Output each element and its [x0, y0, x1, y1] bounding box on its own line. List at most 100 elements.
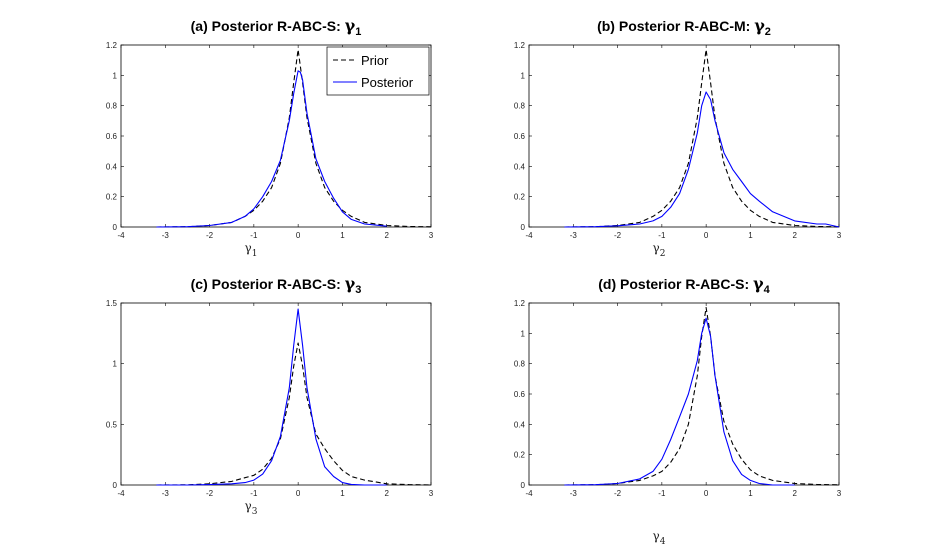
x-tick-label: 2 — [384, 231, 389, 240]
title-subscript: 2 — [765, 26, 771, 38]
subplot-title: (b) Posterior R-ABC-M: γ2 — [597, 16, 771, 38]
x-label-symbol: γ — [653, 529, 660, 543]
subplot-title: (a) Posterior R-ABC-S: γ1 — [191, 16, 362, 38]
title-subscript: 3 — [355, 284, 361, 296]
x-tick-label: -1 — [250, 489, 258, 498]
subplot-b: (b) Posterior R-ABC-M: γ2-4 -3 -2 -1 0 1 2 300.… — [514, 16, 842, 259]
series-line-prior — [156, 49, 432, 228]
subplot-title: (c) Posterior R-ABC-S: γ3 — [191, 274, 362, 296]
x-tick-label: -1 — [658, 231, 666, 240]
y-tick-label: 0.4 — [514, 420, 526, 429]
title-subscript: 4 — [764, 284, 771, 296]
x-tick-label: -1 — [250, 231, 258, 240]
y-tick-label: 1.2 — [514, 299, 526, 308]
y-tick-label: 0.8 — [514, 102, 526, 111]
x-tick-label: 3 — [837, 231, 842, 240]
x-tick-label: 1 — [340, 489, 345, 498]
subplot-title: (d) Posterior R-ABC-S: γ4 — [598, 274, 770, 296]
x-tick-label: -2 — [614, 231, 622, 240]
y-tick-label: 0.6 — [514, 132, 526, 141]
x-tick-label: -4 — [117, 489, 125, 498]
x-tick-label: 3 — [429, 231, 434, 240]
x-tick-label: -4 — [117, 231, 125, 240]
x-tick-label: 1 — [748, 489, 753, 498]
y-tick-label: 1.2 — [514, 41, 526, 50]
y-tick-label: 0.8 — [106, 102, 118, 111]
x-tick-label: -2 — [614, 489, 622, 498]
series-line-prior — [156, 342, 432, 486]
x-label-subscript: 3 — [252, 507, 258, 517]
axes-frame — [528, 302, 840, 486]
x-tick-label: 0 — [296, 231, 301, 240]
legend: Prior Posterior — [326, 46, 430, 96]
legend-box — [326, 46, 430, 96]
x-tick-label: 0 — [704, 231, 709, 240]
title-text: (d) Posterior R-ABC-S: — [598, 276, 753, 292]
x-tick-label: 2 — [384, 489, 389, 498]
x-tick-label: 3 — [429, 489, 434, 498]
axes-frame — [528, 44, 840, 228]
subplot-a: (a) Posterior R-ABC-S: γ1-4 -3 -2 -1 0 1 2 300.… — [106, 16, 434, 259]
y-tick-label: 1 — [113, 360, 118, 369]
y-tick-label: 0.4 — [106, 162, 118, 171]
y-tick-label: 0 — [521, 223, 526, 232]
y-tick-label: 1.2 — [106, 41, 118, 50]
y-tick-label: 1 — [113, 71, 118, 80]
title-text: (c) Posterior R-ABC-S: — [191, 276, 345, 292]
series-line-prior — [564, 307, 840, 486]
title-subscript: 1 — [355, 26, 361, 38]
x-label-symbol: γ — [245, 499, 252, 513]
y-tick-label: 1.5 — [106, 299, 118, 308]
y-tick-label: 0.6 — [106, 132, 118, 141]
series-line-posterior — [156, 70, 387, 228]
title-text: (a) Posterior R-ABC-S: — [191, 18, 345, 34]
x-tick-label: -3 — [162, 489, 170, 498]
x-label-symbol: γ — [245, 241, 252, 255]
x-label-subscript: 2 — [660, 249, 666, 259]
x-tick-label: -3 — [162, 231, 170, 240]
title-symbol: γ — [753, 274, 764, 293]
legend-label-prior: Prior — [361, 53, 389, 68]
y-tick-label: 0 — [113, 481, 118, 490]
legend-label-posterior: Posterior — [361, 75, 414, 90]
y-tick-label: 1 — [521, 329, 526, 338]
x-axis-label: γ1 — [245, 241, 258, 259]
x-axis-label: γ4 — [653, 529, 666, 545]
x-label-subscript: 1 — [252, 249, 258, 259]
title-symbol: γ — [345, 274, 356, 293]
x-tick-label: 0 — [704, 489, 709, 498]
title-symbol: γ — [345, 16, 356, 35]
series-line-posterior — [564, 91, 840, 228]
x-tick-label: 1 — [340, 231, 345, 240]
x-tick-label: 3 — [837, 489, 842, 498]
series-line-prior — [564, 49, 840, 228]
x-tick-label: 2 — [792, 489, 797, 498]
x-tick-label: -2 — [206, 231, 214, 240]
x-tick-label: 1 — [748, 231, 753, 240]
y-tick-label: 0.4 — [514, 162, 526, 171]
y-tick-label: 0.2 — [106, 193, 118, 202]
y-tick-label: 1 — [521, 71, 526, 80]
y-tick-label: 0.5 — [106, 420, 118, 429]
x-tick-label: -3 — [570, 231, 578, 240]
series-line-posterior — [564, 317, 795, 486]
y-tick-label: 0 — [521, 481, 526, 490]
y-tick-label: 0.6 — [514, 390, 526, 399]
subplot-d: (d) Posterior R-ABC-S: γ4-4 -3 -2 -1 0 1 2 300.… — [514, 274, 842, 545]
series-line-posterior — [156, 308, 387, 486]
x-tick-label: 0 — [296, 489, 301, 498]
x-tick-label: 2 — [792, 231, 797, 240]
axes-frame — [120, 302, 432, 486]
x-axis-label: γ2 — [653, 241, 666, 259]
title-text: (b) Posterior R-ABC-M: — [597, 18, 754, 34]
y-tick-label: 0.2 — [514, 451, 526, 460]
y-tick-label: 0.8 — [514, 360, 526, 369]
x-label-symbol: γ — [653, 241, 660, 255]
x-tick-label: -4 — [525, 489, 533, 498]
x-tick-label: -2 — [206, 489, 214, 498]
x-label-subscript: 4 — [660, 537, 666, 545]
title-symbol: γ — [754, 16, 765, 35]
x-tick-label: -3 — [570, 489, 578, 498]
x-tick-label: -4 — [525, 231, 533, 240]
